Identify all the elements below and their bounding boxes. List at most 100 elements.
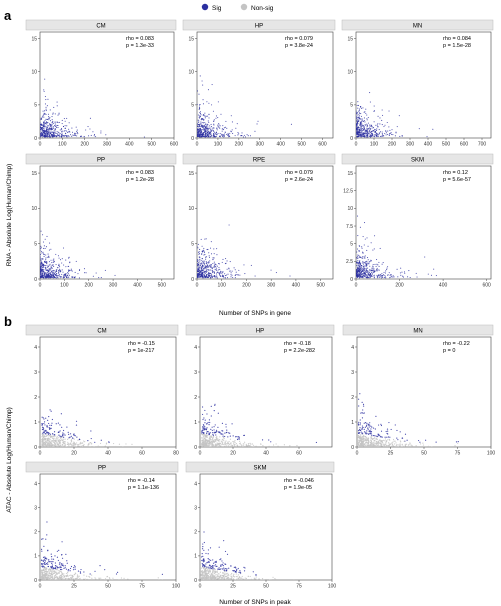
data-point-nonsig bbox=[410, 444, 412, 446]
data-point-sig bbox=[40, 135, 42, 137]
data-point-sig bbox=[424, 256, 426, 258]
facet-title: HP bbox=[256, 329, 264, 335]
data-point-sig bbox=[362, 263, 365, 265]
data-point-sig bbox=[68, 128, 70, 130]
data-point-nonsig bbox=[49, 442, 52, 444]
data-point-sig bbox=[358, 262, 360, 264]
data-point-sig bbox=[241, 132, 243, 134]
data-point-nonsig bbox=[58, 569, 60, 572]
data-point-sig bbox=[46, 273, 48, 275]
data-point-sig bbox=[198, 124, 200, 126]
data-point-sig bbox=[49, 263, 51, 265]
data-point-sig bbox=[90, 437, 92, 440]
data-point-sig bbox=[60, 563, 63, 565]
data-point-sig bbox=[40, 262, 42, 264]
data-point-nonsig bbox=[55, 445, 57, 447]
rho-annotation: rho = -0.14 bbox=[128, 478, 155, 484]
data-point-nonsig bbox=[275, 443, 277, 445]
data-point-nonsig bbox=[277, 445, 279, 447]
data-point-nonsig bbox=[378, 444, 380, 447]
y-tick-label: 4 bbox=[194, 345, 197, 351]
data-point-nonsig bbox=[252, 446, 254, 447]
data-point-sig bbox=[364, 135, 366, 137]
data-point-nonsig bbox=[230, 446, 232, 447]
data-point-sig bbox=[44, 430, 47, 432]
data-point-sig bbox=[217, 132, 219, 135]
data-point-sig bbox=[213, 130, 215, 133]
data-point-sig bbox=[214, 266, 216, 268]
data-point-sig bbox=[48, 135, 50, 137]
data-point-sig bbox=[357, 121, 359, 123]
data-point-sig bbox=[358, 131, 360, 133]
data-point-sig bbox=[208, 135, 210, 137]
data-point-sig bbox=[41, 550, 43, 552]
data-point-sig bbox=[214, 263, 216, 265]
plot-area bbox=[39, 473, 177, 581]
data-point-nonsig bbox=[216, 576, 218, 578]
data-point-sig bbox=[366, 276, 368, 278]
data-point-sig bbox=[356, 123, 358, 126]
data-point-sig bbox=[357, 117, 359, 119]
data-point-nonsig bbox=[82, 442, 84, 444]
data-point-sig bbox=[202, 114, 204, 116]
data-point-sig bbox=[45, 127, 47, 129]
data-point-sig bbox=[361, 273, 363, 275]
data-point-sig bbox=[210, 241, 212, 243]
data-point-sig bbox=[433, 268, 435, 270]
data-point-sig bbox=[246, 134, 248, 136]
data-point-sig bbox=[217, 101, 219, 103]
data-point-sig bbox=[45, 254, 47, 256]
x-tick-label: 400 bbox=[439, 283, 448, 289]
data-point-nonsig bbox=[268, 445, 270, 447]
data-point-sig bbox=[42, 538, 44, 540]
data-point-sig bbox=[229, 270, 231, 272]
data-point-nonsig bbox=[62, 444, 64, 446]
data-point-sig bbox=[47, 563, 49, 565]
y-tick-label: 3 bbox=[34, 370, 37, 376]
data-point-nonsig bbox=[249, 444, 251, 447]
data-point-sig bbox=[201, 563, 203, 565]
data-point-nonsig bbox=[108, 577, 111, 579]
data-point-sig bbox=[215, 429, 218, 431]
data-point-sig bbox=[200, 125, 202, 127]
data-point-nonsig bbox=[371, 445, 373, 447]
data-point-sig bbox=[220, 433, 223, 435]
data-point-sig bbox=[203, 428, 205, 430]
data-point-nonsig bbox=[382, 439, 385, 441]
data-point-sig bbox=[211, 267, 213, 269]
data-point-nonsig bbox=[50, 444, 52, 446]
data-point-nonsig bbox=[205, 439, 207, 441]
data-point-nonsig bbox=[230, 442, 232, 444]
data-point-sig bbox=[52, 112, 54, 114]
data-point-nonsig bbox=[237, 445, 239, 447]
data-point-nonsig bbox=[56, 435, 58, 437]
data-point-sig bbox=[47, 433, 50, 435]
x-tick-label: 400 bbox=[125, 142, 134, 148]
data-point-sig bbox=[359, 275, 361, 277]
data-point-sig bbox=[198, 134, 200, 136]
data-point-sig bbox=[372, 434, 375, 437]
data-point-sig bbox=[205, 238, 207, 240]
data-point-nonsig bbox=[61, 573, 63, 575]
data-point-sig bbox=[381, 114, 384, 116]
data-point-sig bbox=[54, 124, 56, 127]
data-point-sig bbox=[201, 134, 204, 136]
data-point-sig bbox=[213, 276, 216, 278]
data-point-sig bbox=[40, 268, 41, 270]
data-point-nonsig bbox=[209, 440, 211, 442]
data-point-sig bbox=[47, 128, 49, 130]
data-point-sig bbox=[357, 264, 359, 266]
data-point-nonsig bbox=[80, 441, 82, 443]
data-point-sig bbox=[200, 135, 202, 137]
data-point-sig bbox=[211, 275, 213, 277]
data-point-sig bbox=[356, 104, 358, 106]
data-point-sig bbox=[388, 134, 390, 136]
data-point-sig bbox=[54, 121, 56, 123]
data-point-nonsig bbox=[203, 435, 205, 438]
data-point-sig bbox=[362, 235, 364, 238]
data-point-sig bbox=[212, 262, 214, 265]
x-tick-label: 25 bbox=[230, 584, 236, 590]
data-point-sig bbox=[94, 570, 96, 572]
y-tick-label: 10 bbox=[347, 206, 353, 212]
